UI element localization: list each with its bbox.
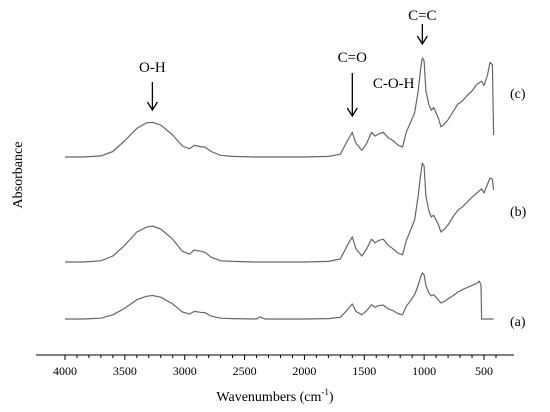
x-tick-label: 500 bbox=[475, 364, 493, 378]
annotation-label: C-O-H bbox=[373, 76, 415, 92]
x-tick-label: 1000 bbox=[412, 364, 436, 378]
series-label: (b) bbox=[510, 205, 527, 220]
x-ticks: 4000 3500 3000 2500 2000 1500 1000 500 bbox=[53, 355, 497, 378]
annotation-label: C=O bbox=[338, 50, 367, 66]
x-tick-label: 1500 bbox=[352, 364, 376, 378]
spectrum-line bbox=[65, 272, 494, 320]
annotation-label: O-H bbox=[139, 60, 166, 76]
series-label: (c) bbox=[510, 87, 526, 102]
x-tick-label: 2500 bbox=[233, 364, 257, 378]
x-tick-label: 3500 bbox=[113, 364, 137, 378]
annotation-arrow-head bbox=[146, 101, 158, 112]
x-tick-label: 3000 bbox=[173, 364, 197, 378]
x-tick-label: 4000 bbox=[53, 364, 77, 378]
series-label: (a) bbox=[510, 315, 526, 330]
spectra bbox=[65, 57, 495, 320]
spectrum-line bbox=[65, 57, 495, 158]
annotation-arrow-head bbox=[416, 35, 428, 46]
annotation-label: C=C bbox=[408, 8, 436, 24]
series-labels: (c) (b) (a) bbox=[510, 87, 527, 330]
y-axis-label: Absorbance bbox=[11, 142, 26, 209]
peak-annotations: O-H C=O C-O-H C=C bbox=[139, 8, 437, 118]
x-tick-label: 2000 bbox=[292, 364, 316, 378]
spectrum-line bbox=[65, 162, 495, 263]
x-axis-label: Wavenumbers (cm-1) bbox=[216, 387, 334, 405]
annotation-arrow-head bbox=[346, 107, 358, 118]
